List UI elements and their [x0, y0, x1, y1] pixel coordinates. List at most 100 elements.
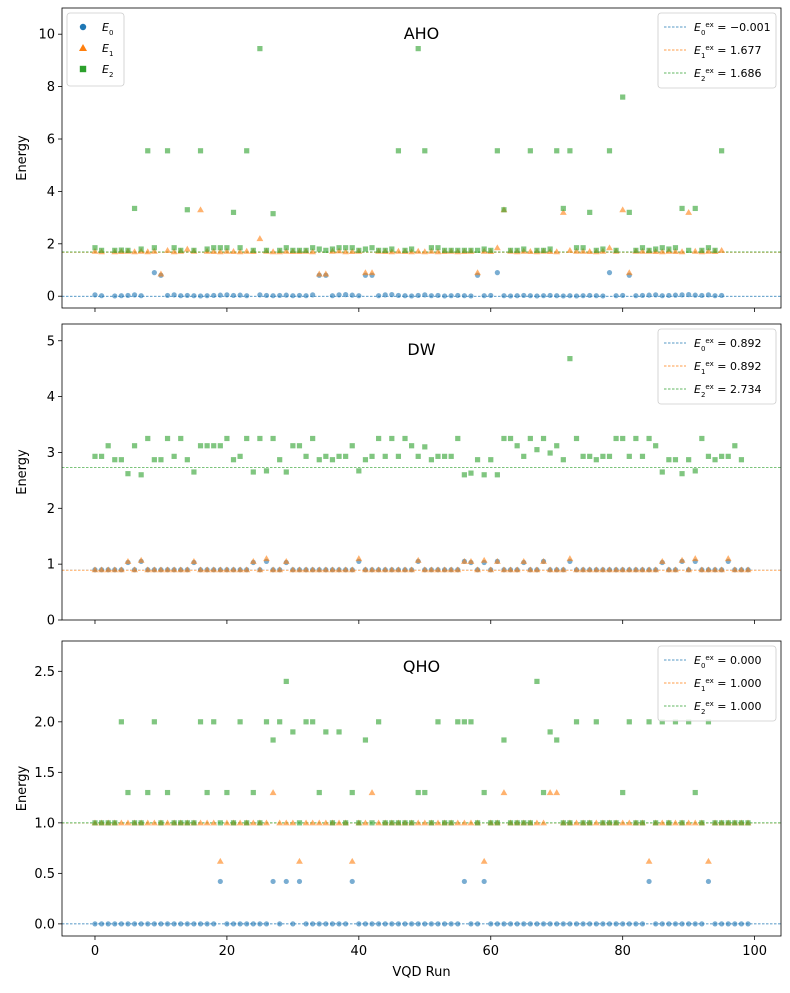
point-e2	[712, 457, 718, 463]
y-tick-label: 5	[47, 334, 55, 349]
point-e1	[289, 819, 297, 826]
point-e1	[553, 248, 561, 255]
x-tick-label: 80	[614, 944, 631, 959]
point-e2	[263, 719, 270, 725]
point-e0	[461, 878, 467, 885]
point-e0	[474, 921, 481, 927]
point-e1	[249, 819, 257, 826]
point-e1	[559, 208, 567, 215]
point-e1	[144, 566, 152, 573]
legend-label-e2-sub: 2	[701, 75, 705, 83]
point-e2	[521, 246, 527, 252]
point-e2	[712, 247, 718, 253]
point-e1	[474, 269, 481, 276]
point-e1	[150, 247, 158, 254]
point-e0	[534, 921, 540, 927]
point-e2	[593, 457, 599, 463]
point-e2	[732, 820, 738, 826]
legend-label-e1-sub: 1	[701, 685, 705, 693]
point-e1	[672, 819, 679, 826]
point-e2	[719, 820, 725, 826]
point-e0	[125, 292, 131, 299]
point-e2	[455, 435, 461, 442]
point-e1	[269, 248, 277, 255]
point-e2	[534, 247, 540, 253]
point-e0	[112, 921, 118, 927]
point-e2	[699, 247, 705, 253]
point-e0	[356, 293, 362, 299]
point-e0	[336, 921, 342, 927]
legend-label-e0-value: = 0.892	[714, 337, 762, 350]
point-e2	[521, 820, 527, 826]
y-tick-label: 0.5	[34, 867, 55, 882]
point-e1	[362, 819, 369, 826]
point-e2	[699, 435, 705, 442]
point-e2	[428, 245, 434, 251]
point-e2	[303, 453, 309, 459]
point-e0	[481, 878, 487, 885]
point-e0	[171, 292, 177, 298]
point-e2	[666, 820, 672, 826]
point-e0	[587, 921, 593, 927]
axes-frame	[61, 323, 782, 621]
point-e0	[211, 921, 217, 927]
x-tick-label: 0	[91, 944, 99, 959]
point-e0	[745, 921, 751, 927]
point-e2	[270, 737, 276, 743]
point-e1	[467, 819, 475, 826]
point-e0	[329, 921, 336, 927]
point-e2	[527, 820, 533, 826]
point-e2	[514, 443, 520, 449]
point-e2	[620, 94, 626, 100]
point-e2	[488, 820, 494, 826]
legend-label-e1-base: E	[102, 42, 109, 55]
legend-label-e2-sup: ex	[705, 67, 713, 75]
point-e0	[521, 921, 527, 927]
point-e1	[342, 566, 350, 573]
point-e2	[672, 457, 679, 463]
point-e1	[705, 857, 712, 864]
point-e0	[389, 921, 395, 927]
point-e2	[283, 678, 289, 685]
point-e2	[369, 453, 375, 459]
point-e1	[401, 566, 409, 573]
panel-title: DW	[407, 340, 435, 359]
point-e0	[310, 921, 316, 927]
y-axis-label: Energy	[15, 765, 30, 811]
point-e0	[270, 293, 276, 299]
point-e2	[92, 245, 98, 251]
point-e2	[158, 820, 164, 826]
point-e2	[316, 246, 322, 252]
point-e0	[468, 921, 474, 927]
legend-label-e0-base: E	[102, 21, 109, 34]
point-e2	[692, 205, 698, 212]
point-e0	[435, 921, 441, 927]
point-e1	[672, 566, 679, 573]
point-e0	[402, 921, 408, 927]
point-e1	[348, 566, 356, 573]
point-e2	[659, 469, 665, 475]
point-e2	[250, 469, 256, 475]
point-e2	[303, 719, 309, 725]
point-e1	[526, 566, 534, 573]
point-e2	[587, 820, 593, 826]
point-e1	[691, 247, 699, 254]
point-e2	[666, 246, 672, 252]
point-e2	[567, 356, 573, 362]
point-e1	[296, 857, 303, 864]
point-e2	[250, 247, 256, 253]
point-e2	[343, 245, 349, 251]
point-e1	[216, 566, 224, 573]
point-e0	[653, 292, 659, 298]
point-e2	[237, 453, 243, 459]
point-e2	[573, 719, 580, 725]
point-e0	[626, 921, 632, 927]
point-e1	[540, 557, 547, 564]
point-e2	[468, 247, 474, 253]
point-e1	[718, 246, 726, 253]
point-e2	[362, 246, 369, 252]
point-e1	[606, 244, 613, 251]
point-e2	[613, 247, 619, 253]
point-e0	[666, 292, 672, 299]
